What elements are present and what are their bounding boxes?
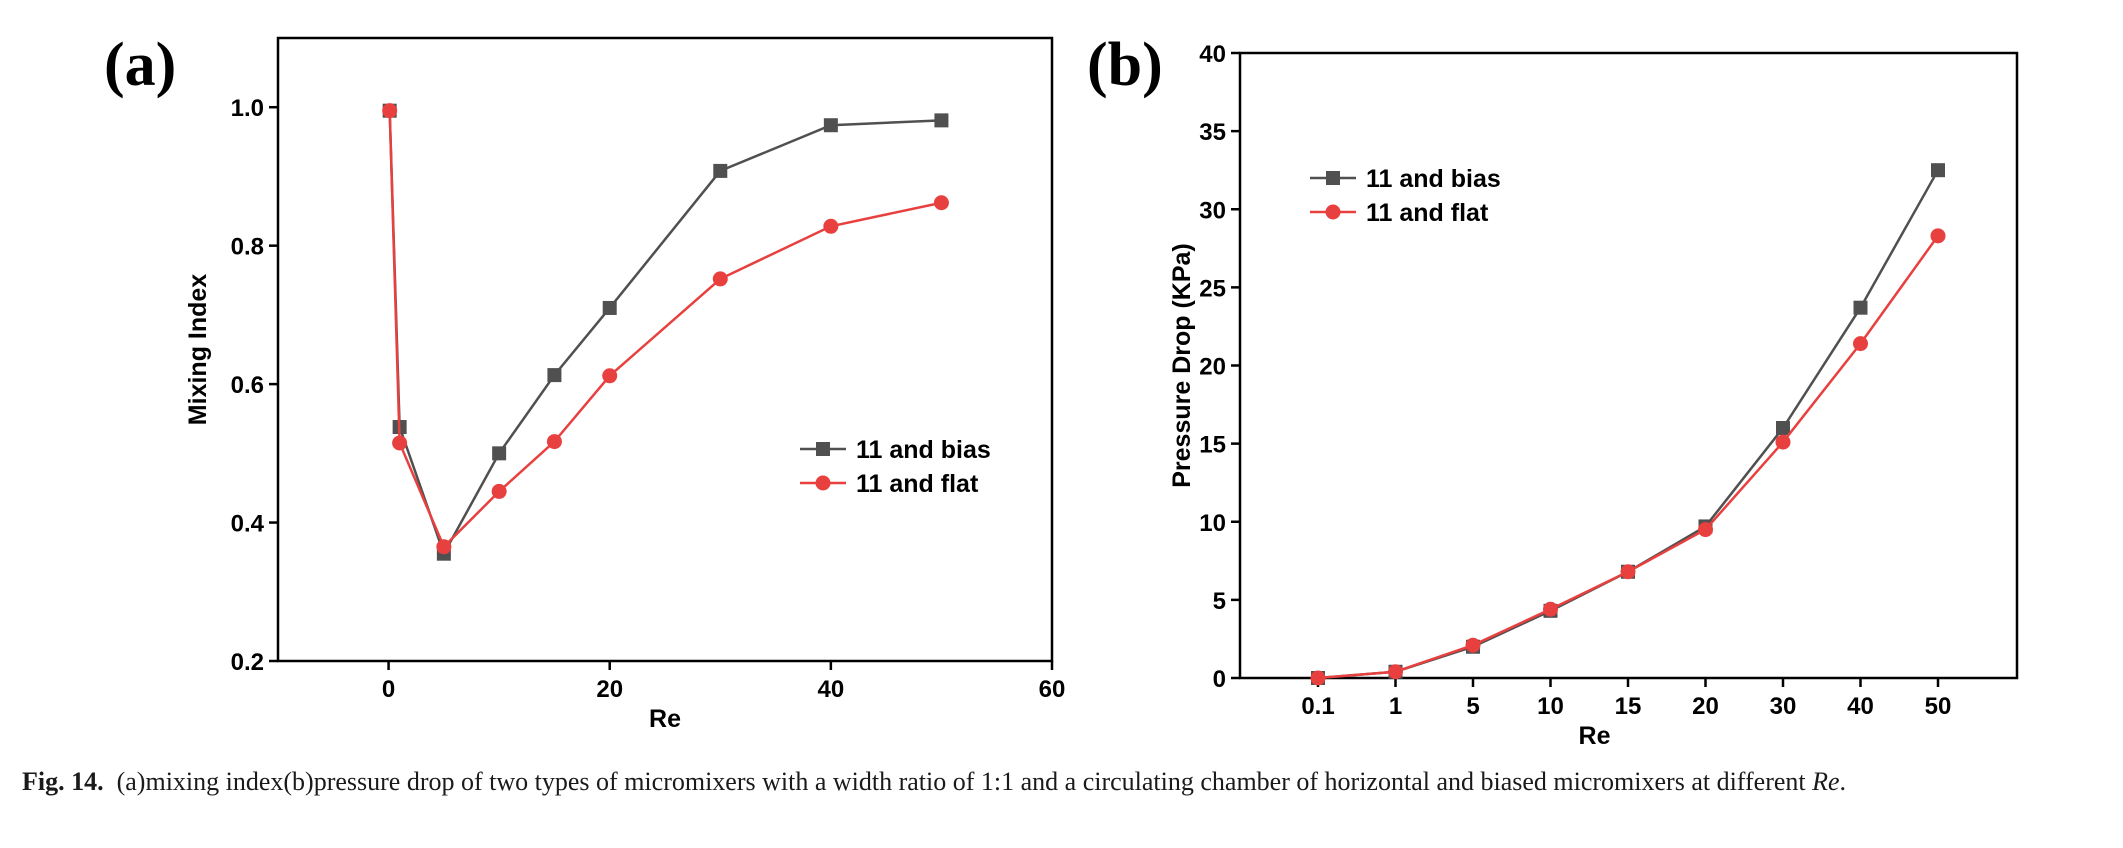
y-tick-label: 0.2 xyxy=(231,649,264,676)
panel-letter: (a) xyxy=(104,31,176,99)
y-axis-title: Mixing Index xyxy=(184,274,212,426)
plot-frame xyxy=(276,36,1054,663)
legend-label: 11 and flat xyxy=(1366,199,1489,227)
y-tick-label: 35 xyxy=(1199,119,1226,146)
flat-point xyxy=(712,271,728,287)
caption-italic: Re xyxy=(1812,767,1840,796)
bias-point xyxy=(1853,300,1868,315)
flat-point xyxy=(823,218,839,234)
y-tick-label: 5 xyxy=(1213,588,1226,615)
x-tick-label: 50 xyxy=(1925,693,1952,720)
chart-b: 0.1 1 5 10 15 20 30 40 500510152025303540RePress… xyxy=(1087,31,2019,750)
y-tick-label: 10 xyxy=(1199,510,1226,537)
x-tick-label: 40 xyxy=(818,676,845,703)
y-tick-label: 0.6 xyxy=(231,372,264,399)
bias-point xyxy=(602,300,617,315)
x-tick-label: 40 xyxy=(1847,693,1874,720)
legend-label: 11 and bias xyxy=(1366,165,1501,193)
bias-point xyxy=(823,118,838,133)
flat-point xyxy=(1310,670,1326,686)
x-tick-label: 15 xyxy=(1615,693,1642,720)
bias-point xyxy=(934,113,949,128)
bias-point xyxy=(1776,421,1790,435)
legend-marker xyxy=(816,442,830,456)
caption-label: Fig. 14. xyxy=(22,767,104,796)
x-tick-label: 60 xyxy=(1039,676,1066,703)
x-axis-title: Re xyxy=(1579,722,1611,750)
x-tick-label: 20 xyxy=(1692,693,1719,720)
x-tick-label: 5 xyxy=(1466,693,1479,720)
flat-point xyxy=(1698,522,1713,538)
chart-a: 0 20 40 60 0.2 0.4 0.6 0.8 1.0 Re Mixing Index (a) 1… xyxy=(104,31,1065,733)
flat-point xyxy=(382,103,398,119)
y-tick-label: 1.0 xyxy=(231,95,264,122)
legend: 11 and bias 11 and flat xyxy=(800,436,991,498)
flat-point xyxy=(436,539,452,555)
panel-letter: (b) xyxy=(1087,31,1163,99)
legend-marker xyxy=(815,475,831,491)
flat-point xyxy=(1465,637,1481,653)
x-tick-label: 30 xyxy=(1770,693,1797,720)
legend-label: 11 and bias xyxy=(856,436,991,464)
flat-point xyxy=(392,435,408,451)
series-line-bias xyxy=(1317,169,1940,680)
flat-point xyxy=(1543,601,1558,617)
bias-point xyxy=(492,446,507,461)
legend-marker xyxy=(1326,171,1340,185)
caption-end: . xyxy=(1839,767,1847,796)
caption-text: (a)mixing index(b)pressure drop of two t… xyxy=(116,767,1806,796)
bias-point xyxy=(1931,163,1945,178)
x-tick-label: 0 xyxy=(382,676,395,703)
x-tick-label: 0.1 xyxy=(1301,693,1334,720)
flat-point xyxy=(1853,336,1868,352)
x-tick-label: 1 xyxy=(1389,693,1402,720)
y-tick-label: 40 xyxy=(1199,41,1226,68)
y-tick-label: 30 xyxy=(1199,197,1226,224)
y-tick-label: 20 xyxy=(1199,354,1226,381)
figure-caption: Fig. 14. (a)mixing index(b)pressure drop… xyxy=(22,762,2112,802)
y-tick-label: 0 xyxy=(1213,666,1226,693)
flat-point xyxy=(491,483,507,499)
flat-point xyxy=(602,368,618,384)
series-line-flat xyxy=(1317,235,1940,680)
bias-point xyxy=(547,368,562,383)
x-axis-title: Re xyxy=(649,705,681,733)
flat-point xyxy=(933,195,949,211)
y-tick-label: 0.8 xyxy=(231,234,264,261)
flat-point xyxy=(1775,434,1791,450)
flat-point xyxy=(546,434,562,450)
legend: 11 and bias 11 and flat xyxy=(1310,165,1501,227)
x-tick-label: 20 xyxy=(596,676,623,703)
bias-point xyxy=(713,163,728,178)
legend-marker xyxy=(1325,204,1341,220)
flat-point xyxy=(1930,228,1946,244)
flat-point xyxy=(1620,564,1636,580)
y-axis-title: Pressure Drop (KPa) xyxy=(1168,243,1196,488)
flat-point xyxy=(1388,664,1403,680)
y-tick-label: 15 xyxy=(1199,432,1226,459)
y-tick-label: 0.4 xyxy=(231,511,265,538)
plot-frame xyxy=(1238,51,2019,680)
y-tick-label: 25 xyxy=(1199,275,1226,302)
x-tick-label: 10 xyxy=(1537,693,1564,720)
legend-label: 11 and flat xyxy=(856,470,979,498)
